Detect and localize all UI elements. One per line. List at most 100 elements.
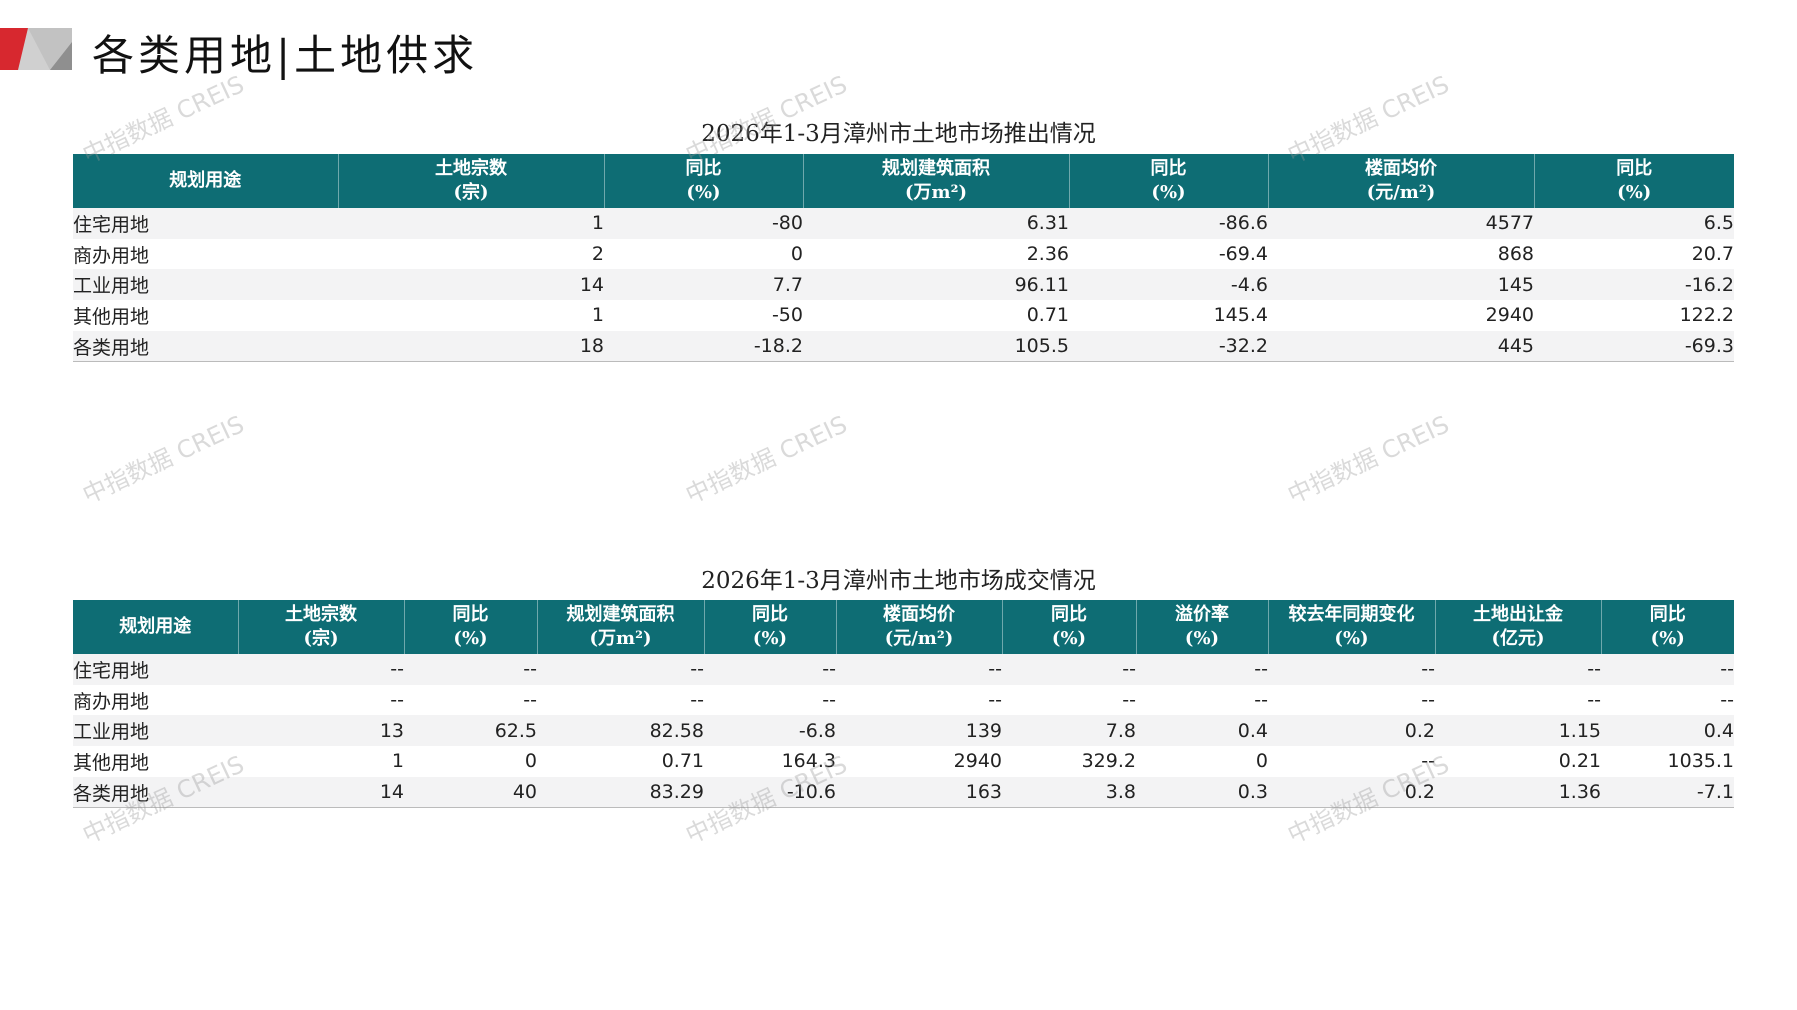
column-header-line: (%) bbox=[1051, 628, 1087, 649]
table-cell: 0.4 bbox=[1601, 715, 1734, 747]
row-label: 商办用地 bbox=[73, 690, 150, 713]
table-cell: 122.2 bbox=[1679, 304, 1734, 327]
column-header: 溢价率 (%) bbox=[1135, 600, 1268, 654]
column-header: 楼面均价 (元/m²) bbox=[1267, 154, 1534, 208]
table-cell: 0.21 bbox=[1558, 750, 1601, 773]
table-cell: 2 bbox=[591, 243, 604, 266]
column-header-line: (元/m²) bbox=[1366, 182, 1436, 203]
row-label: 各类用地 bbox=[73, 330, 338, 363]
table-cell: -- bbox=[988, 689, 1002, 712]
table-cell: 7.7 bbox=[604, 269, 803, 301]
column-header: 同比 (%) bbox=[403, 600, 537, 654]
page-title: 各类用地|土地供求 bbox=[92, 31, 479, 80]
table-cell: 1 bbox=[591, 304, 604, 327]
column-header-line: 同比 bbox=[1150, 158, 1187, 179]
table-cell: 96.11 bbox=[803, 269, 1069, 301]
table-row: 其他用地 1 0 0.71 164.3 2940 329.2 0 -- 0.21 1035.1 bbox=[73, 746, 1734, 777]
column-header-line: 规划用途 bbox=[119, 616, 192, 637]
table-cell: 445 bbox=[1268, 330, 1534, 363]
table-cell: -- bbox=[1002, 654, 1136, 685]
table-cell: 2940 bbox=[953, 750, 1002, 773]
watermark: 中指数据 CREIS bbox=[681, 410, 852, 510]
table-cell: -- bbox=[704, 654, 836, 685]
table-cell: -50 bbox=[771, 304, 803, 327]
row-label: 其他用地 bbox=[73, 751, 150, 774]
table-row: 各类用地 18 -18.2 105.5 -32.2 445 -69.3 bbox=[73, 330, 1734, 363]
table-cell: 0.71 bbox=[661, 750, 704, 773]
table-cell: 18 bbox=[338, 330, 604, 363]
table-cell: 868 bbox=[1497, 243, 1534, 266]
table-cell: 4577 bbox=[1268, 208, 1534, 239]
table-cell: -32.2 bbox=[1069, 330, 1268, 363]
table-cell: -- bbox=[822, 689, 836, 712]
row-label: 其他用地 bbox=[73, 305, 150, 328]
table-cell: -10.6 bbox=[704, 776, 836, 809]
column-header-line: (%) bbox=[1184, 628, 1220, 649]
column-header-line: 规划建筑面积 bbox=[566, 604, 675, 625]
table-cell: 6.5 bbox=[1534, 208, 1734, 239]
table-cell: -6.8 bbox=[704, 715, 836, 747]
column-header: 规划用途 bbox=[73, 154, 338, 208]
column-header-line: 规划建筑面积 bbox=[882, 158, 990, 179]
table-cell: 0.71 bbox=[1026, 304, 1069, 327]
table-row: 住宅用地 -- -- -- -- -- -- -- -- -- -- bbox=[73, 654, 1734, 685]
table-cell: 6.31 bbox=[803, 208, 1069, 239]
table-cell: 1 bbox=[338, 208, 604, 239]
table-cell: -16.2 bbox=[1534, 269, 1734, 301]
table-cell: 14 bbox=[338, 269, 604, 301]
table-cell: 0 bbox=[790, 243, 803, 266]
table-cell: -- bbox=[1136, 654, 1268, 685]
table-cell: -86.6 bbox=[1069, 208, 1268, 239]
column-header-line: (万m²) bbox=[905, 182, 967, 203]
column-header-line: (宗) bbox=[453, 182, 489, 203]
table-cell: 0.3 bbox=[1136, 776, 1268, 809]
column-header: 土地出让金 (亿元) bbox=[1434, 600, 1601, 654]
column-header-line: (%) bbox=[1334, 628, 1369, 649]
column-header-line: 同比 bbox=[1649, 604, 1686, 625]
column-header: 同比 (%) bbox=[703, 600, 836, 654]
table-cell: 7.8 bbox=[1002, 715, 1136, 747]
column-header-line: 同比 bbox=[685, 158, 722, 179]
table-cell: -- bbox=[690, 689, 704, 712]
table-cell: -- bbox=[836, 654, 1002, 685]
table-cell: -- bbox=[1587, 689, 1601, 712]
deals-table: 规划用途 土地宗数 (宗) 同比 (%) 规划建筑面积 (万m²) 同比 (%) 楼面均价 (元/m… bbox=[73, 600, 1734, 809]
table-cell: -- bbox=[238, 654, 404, 685]
column-header: 规划建筑面积 (万m²) bbox=[802, 154, 1069, 208]
table-cell: 0 bbox=[1255, 750, 1268, 773]
column-header: 同比 (%) bbox=[1533, 154, 1734, 208]
table-cell: 163 bbox=[836, 776, 1002, 809]
column-header-line: 楼面均价 bbox=[883, 604, 955, 625]
column-header-line: (%) bbox=[453, 628, 488, 649]
table-cell: 62.5 bbox=[404, 715, 537, 747]
table-cell: 13 bbox=[238, 715, 404, 747]
table-row: 商办用地 2 0 2.36 -69.4 868 20.7 bbox=[73, 239, 1734, 270]
column-header-line: (万m²) bbox=[589, 628, 652, 649]
table-cell: -18.2 bbox=[604, 330, 803, 363]
table-row: 工业用地 13 62.5 82.58 -6.8 139 7.8 0.4 0.2 1.15 0.4 bbox=[73, 715, 1734, 747]
table-row: 各类用地 14 40 83.29 -10.6 163 3.8 0.3 0.2 1.36 -7.1 bbox=[73, 776, 1734, 809]
table-cell: -4.6 bbox=[1069, 269, 1268, 301]
column-header: 楼面均价 (元/m²) bbox=[835, 600, 1002, 654]
table-cell: 3.8 bbox=[1002, 776, 1136, 809]
logo-icon bbox=[0, 28, 72, 70]
table-cell: 83.29 bbox=[537, 776, 704, 809]
table-cell: 0.2 bbox=[1268, 776, 1435, 809]
table-cell: 139 bbox=[836, 715, 1002, 747]
table-cell: 145.4 bbox=[1213, 304, 1268, 327]
table-cell: -- bbox=[1254, 689, 1268, 712]
column-header: 规划用途 bbox=[73, 600, 238, 654]
column-header: 同比 (%) bbox=[1001, 600, 1136, 654]
column-header-line: (%) bbox=[752, 628, 788, 649]
column-header-line: 土地宗数 bbox=[285, 604, 357, 625]
column-header-line: (%) bbox=[1650, 628, 1685, 649]
table-cell: 40 bbox=[404, 776, 537, 809]
column-header-line: 土地出让金 bbox=[1473, 604, 1563, 625]
table-cell: -- bbox=[1601, 654, 1734, 685]
row-label: 商办用地 bbox=[73, 244, 150, 267]
table-row: 其他用地 1 -50 0.71 145.4 2940 122.2 bbox=[73, 300, 1734, 331]
table-cell: 82.58 bbox=[537, 715, 704, 747]
table-cell: -- bbox=[1435, 654, 1601, 685]
column-header-line: (宗) bbox=[303, 628, 339, 649]
column-header: 土地宗数 (宗) bbox=[237, 600, 404, 654]
